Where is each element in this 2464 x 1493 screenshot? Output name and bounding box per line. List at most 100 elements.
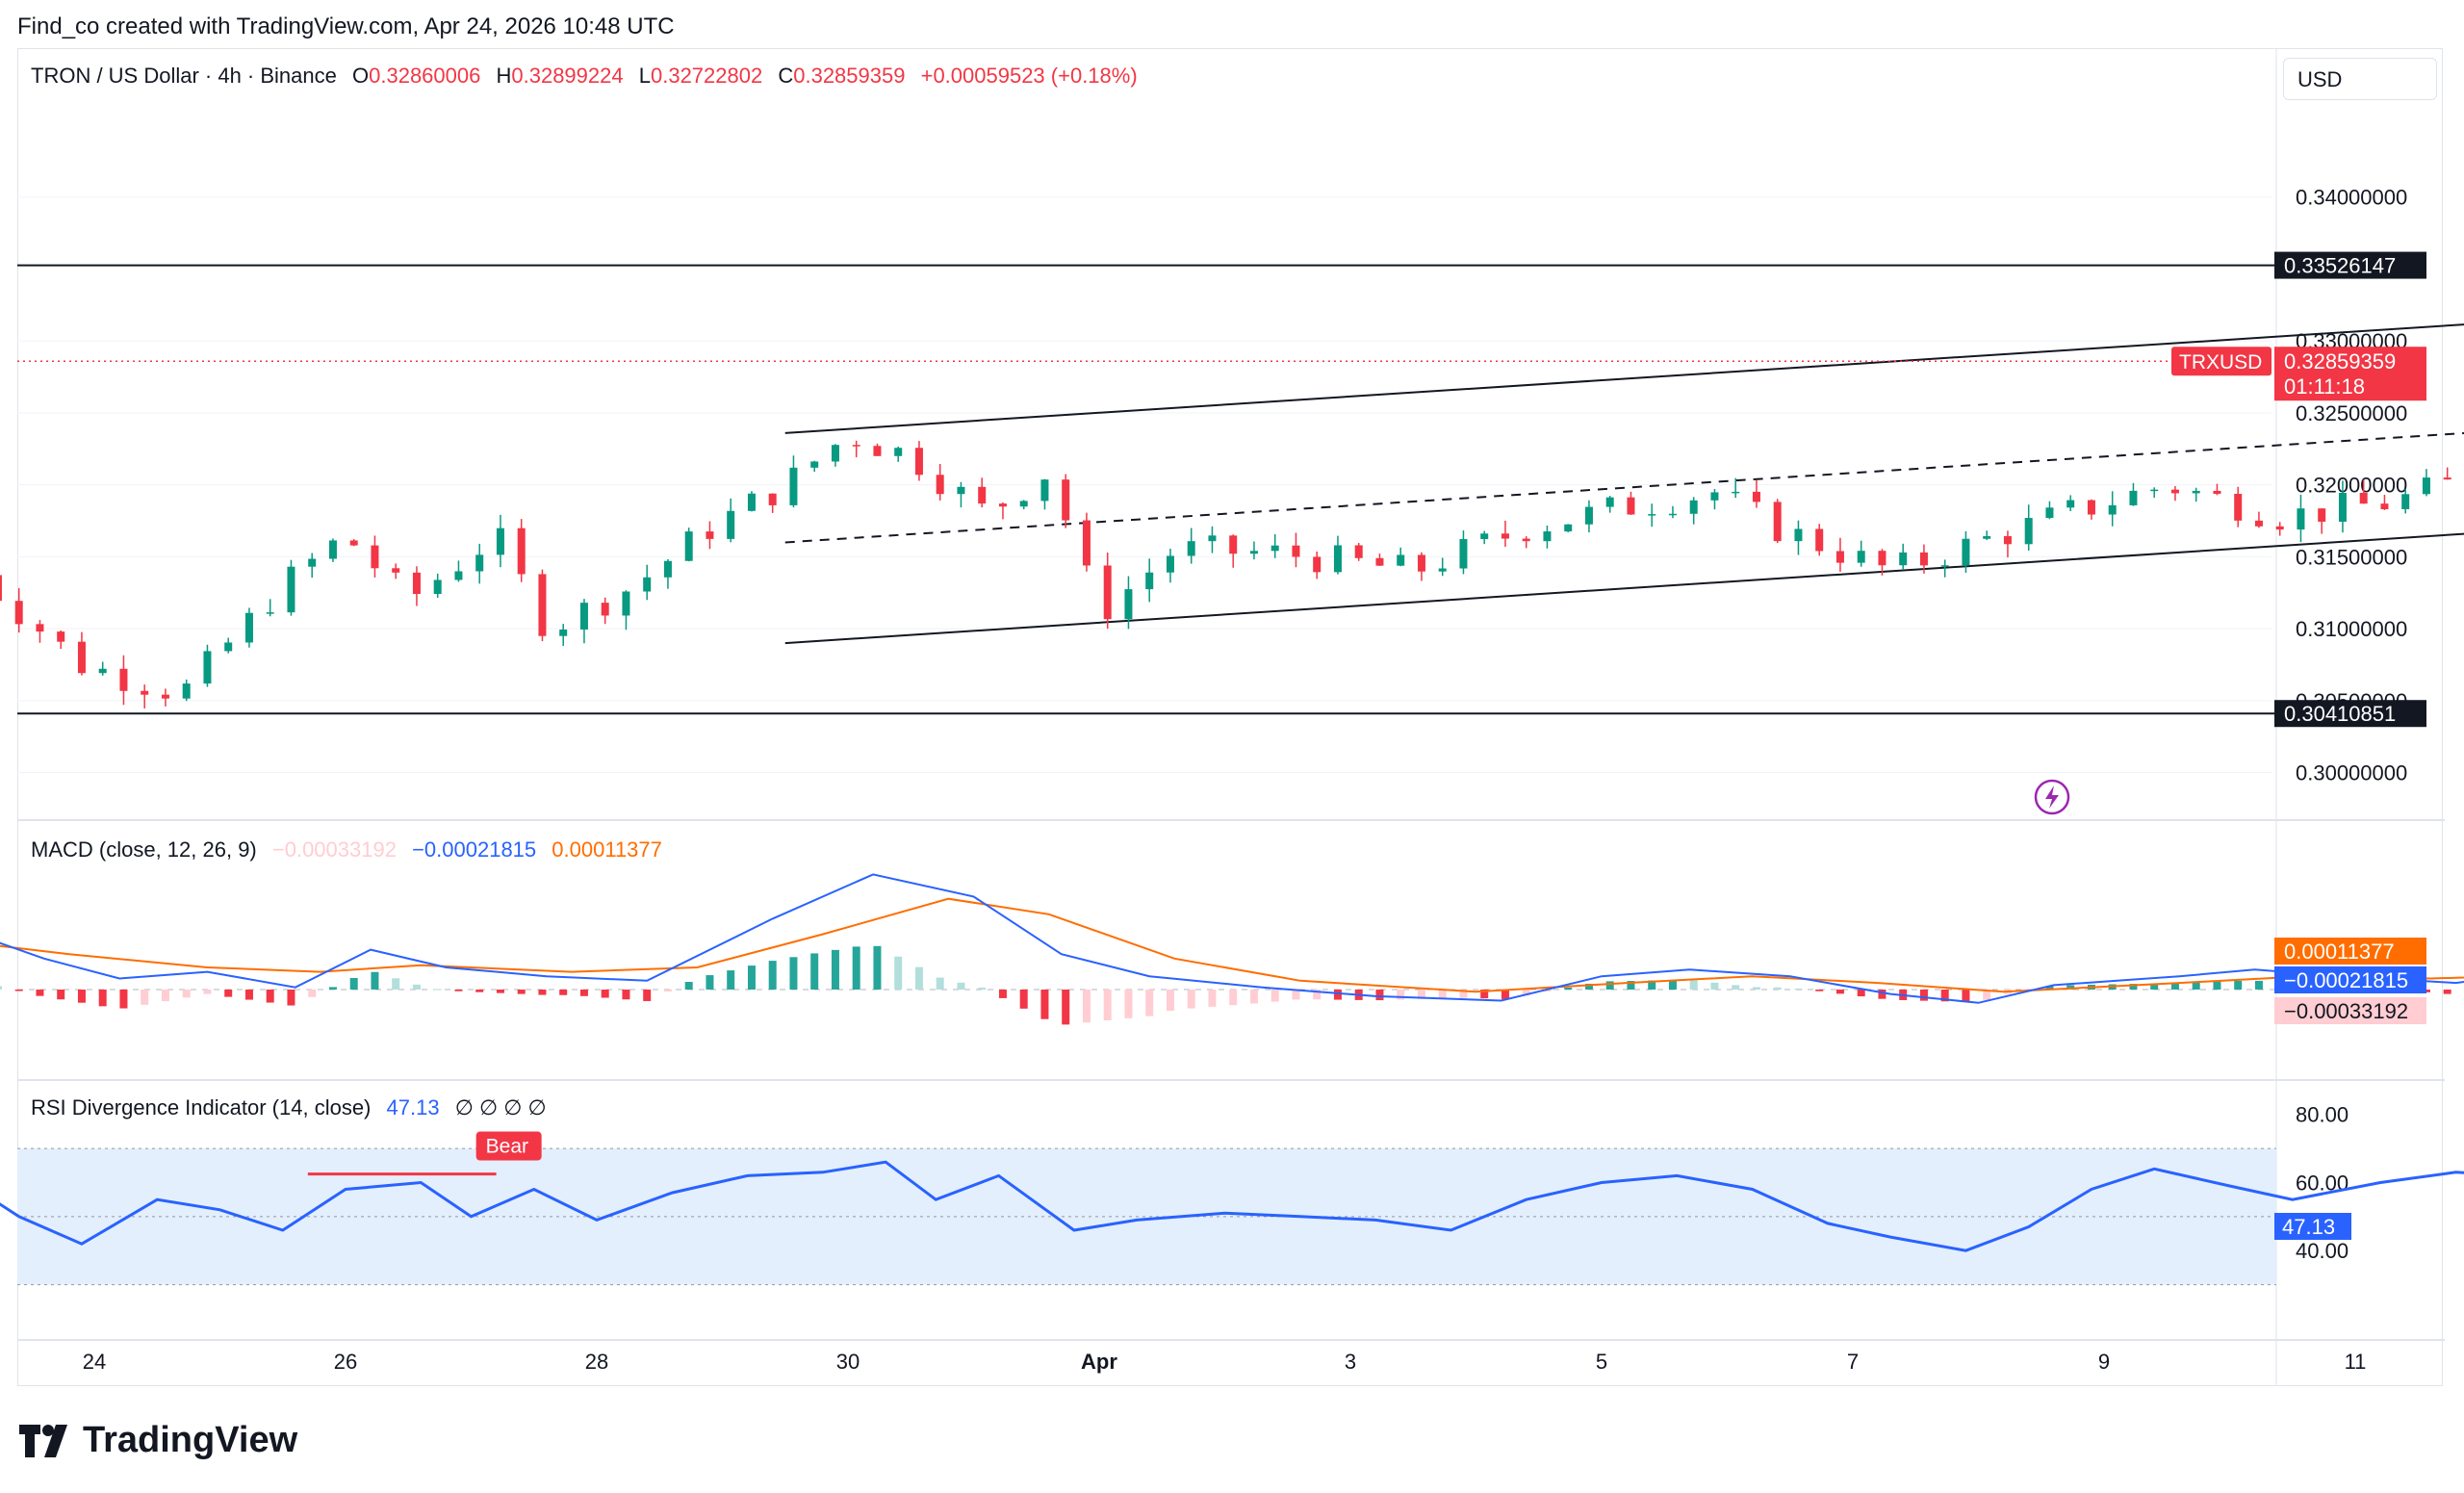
- macd-histogram-bar: [1187, 990, 1195, 1009]
- time-tick-label: 28: [585, 1350, 608, 1374]
- macd-histogram-bar: [1627, 981, 1635, 990]
- channel-upper-line: [784, 323, 2464, 434]
- symbol-name[interactable]: TRON / US Dollar · 4h · Binance: [31, 64, 337, 88]
- time-tick-label: 26: [334, 1350, 357, 1374]
- candle-body: [559, 629, 568, 636]
- macd-value-tag: [2274, 938, 2426, 965]
- macd-histogram-bar: [0, 986, 2, 990]
- macd-histogram-bar: [1835, 990, 1844, 994]
- price-tick-label: 0.32000000: [2296, 474, 2407, 498]
- candle-body: [36, 624, 44, 632]
- candle-body: [371, 545, 379, 569]
- candle-body: [1124, 589, 1133, 620]
- macd-histogram-bar: [1543, 990, 1552, 991]
- macd-histogram-bar: [1605, 981, 1614, 990]
- level-price-tag: [2274, 700, 2426, 728]
- tradingview-wordmark: TradingView: [83, 1420, 298, 1460]
- macd-histogram-bar: [1794, 989, 1803, 991]
- candle-body: [1270, 545, 1279, 552]
- candle-body: [98, 668, 107, 674]
- macd-histogram-bar: [1019, 990, 1028, 1009]
- candle-body: [1940, 565, 1949, 567]
- time-tick-label: 30: [836, 1350, 860, 1374]
- bear-badge-label: Bear: [486, 1136, 528, 1158]
- candle-body: [2003, 536, 2012, 545]
- candle-body: [538, 574, 547, 636]
- macd-histogram-bar: [1752, 987, 1760, 990]
- macd-histogram-bar: [852, 946, 860, 990]
- currency-selector[interactable]: USD: [2283, 58, 2437, 100]
- candle-body: [1438, 568, 1447, 572]
- candle-body: [1459, 539, 1468, 569]
- candle-body: [684, 531, 693, 561]
- candle-body: [77, 641, 86, 674]
- candle-body: [1752, 491, 1760, 502]
- candle-body: [1983, 536, 1991, 539]
- macd-histogram-bar: [517, 990, 526, 994]
- macd-histogram-bar: [998, 990, 1007, 998]
- chart-frame: [17, 48, 2443, 1386]
- price-pane: 0.340000000.330000000.325000000.32000000…: [0, 48, 2464, 1386]
- bear-badge: [475, 1131, 542, 1161]
- candle-body: [2066, 500, 2075, 508]
- candle-body: [1857, 551, 1865, 563]
- macd-histogram-bar: [1082, 990, 1091, 1023]
- rsi-title[interactable]: RSI Divergence Indicator (14, close): [31, 1095, 372, 1120]
- macd-histogram-bar: [2443, 990, 2451, 994]
- macd-value-tag-label: 0.00011377: [2284, 940, 2395, 964]
- macd-value-tag: [2274, 997, 2426, 1024]
- candle-body: [1919, 552, 1928, 566]
- candle-body: [1710, 492, 1719, 501]
- candle-body: [2192, 490, 2200, 494]
- candle-body: [182, 683, 191, 699]
- candle-body: [2297, 508, 2305, 530]
- candle-body: [433, 579, 442, 594]
- macd-histogram-bar: [371, 971, 379, 990]
- candle-body: [1229, 535, 1238, 554]
- macd-histogram-bar: [1375, 990, 1384, 1001]
- macd-histogram-bar: [161, 990, 169, 1002]
- macd-line: [0, 873, 2464, 1004]
- candle-body: [1962, 538, 1970, 566]
- macd-histogram-bar: [727, 970, 735, 990]
- macd-title[interactable]: MACD (close, 12, 26, 9): [31, 837, 257, 862]
- attribution-text: Find_co created with TradingView.com, Ap…: [17, 13, 675, 39]
- ticker-tag-label: TRXUSD: [2179, 351, 2262, 373]
- macd-value-tag-label: −0.00033192: [2284, 999, 2408, 1023]
- candle-body: [2275, 526, 2284, 530]
- macd-histogram-bar: [1145, 990, 1154, 1017]
- candle-body: [2213, 490, 2221, 495]
- macd-histogram-bar: [1166, 990, 1174, 1012]
- candle-body: [1668, 513, 1677, 516]
- macd-histogram-bar: [2150, 983, 2159, 990]
- candle-body: [2170, 489, 2179, 494]
- candle-body: [2359, 492, 2368, 504]
- candle-body: [2422, 477, 2430, 495]
- macd-histogram-bar: [2213, 981, 2221, 990]
- tradingview-logo: TradingView: [19, 1420, 297, 1461]
- macd-histogram-bar: [1270, 990, 1279, 1002]
- rsi-line: [0, 1160, 2464, 1252]
- candle-body: [2401, 494, 2410, 509]
- macd-histogram-bar: [1417, 990, 1425, 999]
- low-value: L0.32722802: [638, 64, 763, 88]
- macd-histogram-bar: [1208, 990, 1217, 1007]
- candle-body: [2234, 494, 2243, 521]
- macd-histogram-bar: [287, 990, 295, 1006]
- macd-histogram-bar: [1313, 990, 1322, 1000]
- macd-histogram-bar: [2129, 984, 2138, 990]
- macd-histogram-bar: [831, 949, 839, 990]
- macd-histogram-bar: [1648, 980, 1656, 990]
- candle-body: [831, 445, 839, 462]
- candle-body: [810, 461, 819, 468]
- rsi-value-tag: [2274, 1213, 2351, 1241]
- macd-histogram-bar: [559, 990, 568, 995]
- macd-histogram-bar: [1668, 980, 1677, 990]
- candle-body: [1062, 479, 1070, 521]
- macd-value-tag-label: −0.00021815: [2284, 968, 2408, 992]
- macd-histogram-bar: [873, 945, 882, 990]
- candle-body: [727, 510, 735, 539]
- macd-histogram-bar: [392, 978, 400, 990]
- macd-histogram-bar: [36, 990, 44, 996]
- macd-histogram-bar: [496, 990, 504, 993]
